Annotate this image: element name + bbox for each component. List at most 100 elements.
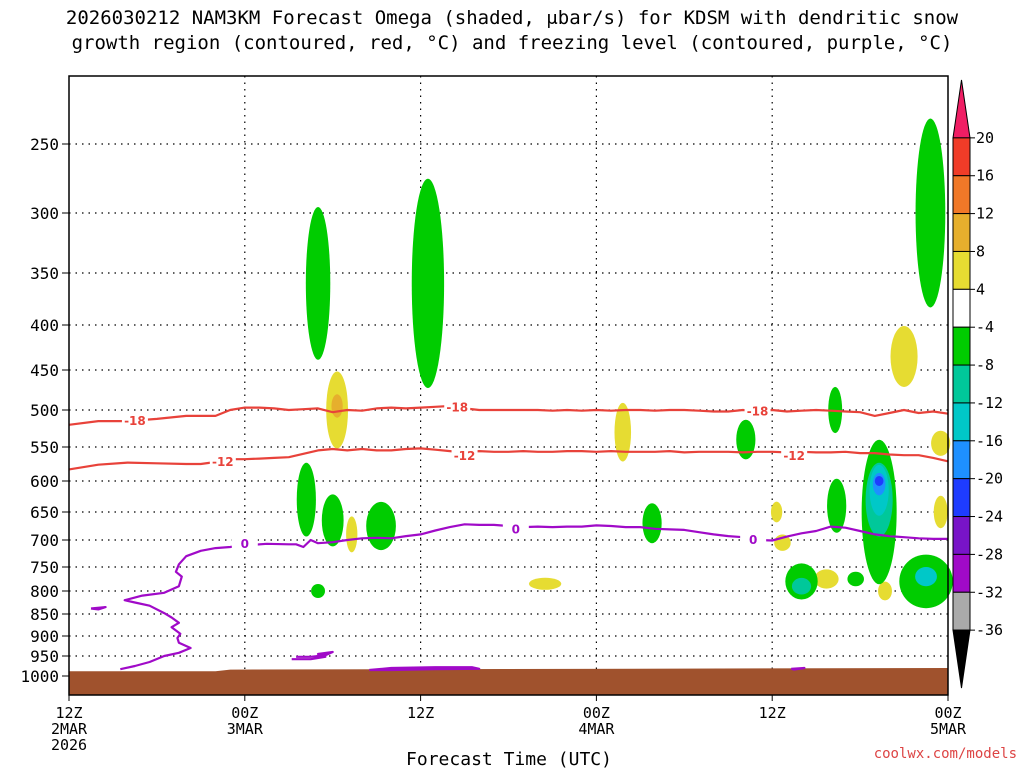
omega-region-7	[931, 430, 951, 456]
omega-region-9	[528, 577, 562, 590]
contour-0-seg2	[90, 606, 107, 611]
x-tick-label-1-line1: 00Z	[231, 704, 258, 722]
y-tick-label-950: 950	[30, 647, 59, 666]
y-tick-label-650: 650	[30, 503, 59, 522]
contour-label-bg--12-1	[451, 447, 478, 462]
colorbar-tick-label-12: -32	[976, 583, 1003, 601]
contour-label--12-1: -12	[454, 449, 476, 463]
chart-title-line2: growth region (contoured, red, °C) and f…	[72, 32, 953, 54]
omega-region-20	[736, 419, 756, 460]
contour-label-0-2: 0	[749, 533, 757, 547]
omega-region-18	[311, 583, 326, 599]
colorbar-tick-label-9: -20	[976, 470, 1003, 488]
x-tick-label-0-line2: 2MAR	[51, 720, 88, 738]
colorbar-tick-label-2: 12	[976, 205, 994, 223]
x-tick-label-5-line1: 00Z	[934, 704, 961, 722]
colorbar-tick-label-3: 8	[976, 242, 985, 260]
colorbar-box-10	[952, 478, 971, 518]
x-tick-label-3-line2: 4MAR	[578, 720, 615, 738]
colorbar-tick-label-4: 4	[976, 280, 985, 298]
colorbar-tick-label-6: -8	[976, 356, 994, 374]
omega-region-12	[878, 581, 892, 601]
colorbar-box-9	[952, 440, 971, 480]
x-tick-label-0-line3: 2026	[51, 736, 87, 754]
x-tick-label-5-line2: 5MAR	[930, 720, 967, 738]
contour-0-seg4	[369, 666, 481, 672]
contour-label--12-0: -12	[212, 455, 234, 469]
contour-label--12-2: -12	[783, 449, 805, 463]
omega-region-30	[915, 567, 937, 587]
x-tick-label-1-line2: 3MAR	[227, 720, 264, 738]
colorbar-tick-label-1: 16	[976, 167, 994, 185]
contour-label-bg--18-2	[744, 403, 771, 418]
x-tick-label-4-line1: 12Z	[759, 704, 786, 722]
y-tick-label-350: 350	[30, 264, 59, 283]
colorbar-tick-label-10: -24	[976, 508, 1003, 526]
y-tick-label-750: 750	[30, 558, 59, 577]
colorbar-tick-label-11: -28	[976, 545, 1003, 563]
colorbar-box-12	[952, 553, 971, 593]
contour-label-bg-0-1	[502, 521, 529, 536]
contour-label-bg-0-2	[740, 532, 767, 546]
contour-0-seg5	[790, 666, 806, 671]
y-tick-label-600: 600	[30, 472, 59, 491]
colorbar-box-7	[952, 364, 971, 404]
omega-shading	[296, 118, 953, 609]
chart-title-line1: 2026030212 NAM3KM Forecast Omega (shaded…	[66, 7, 959, 29]
omega-region-6	[890, 326, 918, 387]
contour-label-bg--12-0	[209, 453, 236, 468]
y-tick-label-450: 450	[30, 361, 59, 380]
contour-label--18-2: -18	[747, 404, 769, 418]
y-tick-label-400: 400	[30, 316, 59, 335]
omega-region-1	[411, 178, 445, 389]
y-tick-label-850: 850	[30, 605, 59, 624]
y-tick-label-250: 250	[30, 135, 59, 154]
contour-label--18-1: -18	[446, 401, 468, 415]
x-tick-label-3-line1: 00Z	[583, 704, 610, 722]
colorbar-box-8	[952, 402, 971, 442]
y-tick-label-500: 500	[30, 401, 59, 420]
omega-region-16	[321, 494, 344, 547]
colorbar-box-6	[952, 326, 971, 366]
x-tick-label-2-line1: 12Z	[407, 704, 434, 722]
contour-label-0-1: 0	[512, 522, 520, 536]
colorbar-box-2	[952, 175, 971, 215]
contour-label-bg--18-1	[444, 399, 471, 414]
omega-region-19	[642, 503, 662, 544]
y-tick-label-700: 700	[30, 531, 59, 550]
y-tick-label-900: 900	[30, 627, 59, 646]
colorbar-tick-label-5: -4	[976, 318, 994, 336]
omega-region-28	[791, 577, 812, 595]
omega-region-4	[331, 394, 343, 418]
ground-surface	[69, 668, 948, 695]
contour-label-bg--12-2	[781, 447, 808, 462]
omega-region-0	[305, 207, 331, 360]
plot-frame	[68, 75, 949, 696]
y-tick-label-300: 300	[30, 204, 59, 223]
contour-label-bg--18-0	[121, 413, 148, 428]
omega-region-17	[366, 501, 396, 551]
omega-region-2	[915, 118, 946, 308]
ground-layer	[69, 668, 948, 695]
contour-label-0-0: 0	[241, 537, 249, 551]
colorbar-tick-label-0: 20	[976, 129, 994, 147]
omega-region-15	[296, 462, 316, 537]
y-tick-label-1000: 1000	[20, 667, 59, 686]
omega-region-8	[933, 495, 948, 529]
contour-label-bg-0-0	[231, 535, 258, 550]
omega-region-13	[770, 501, 783, 523]
x-axis-label: Forecast Time (UTC)	[406, 749, 612, 768]
omega-region-32	[874, 476, 884, 486]
omega-region-10	[814, 569, 839, 589]
y-axis-ticks: 250 300 350 400 450 500 550 600 650 700 750 800 850 9…	[20, 135, 69, 686]
colorbar-tick-label-13: -36	[976, 621, 1003, 639]
colorbar-box-5	[952, 288, 971, 328]
colorbar-box-1	[952, 137, 971, 177]
x-tick-label-0-line1: 12Z	[55, 704, 82, 722]
colorbar-box-13	[952, 591, 971, 631]
omega-region-5	[614, 402, 632, 462]
colorbar-box-4	[952, 250, 971, 290]
